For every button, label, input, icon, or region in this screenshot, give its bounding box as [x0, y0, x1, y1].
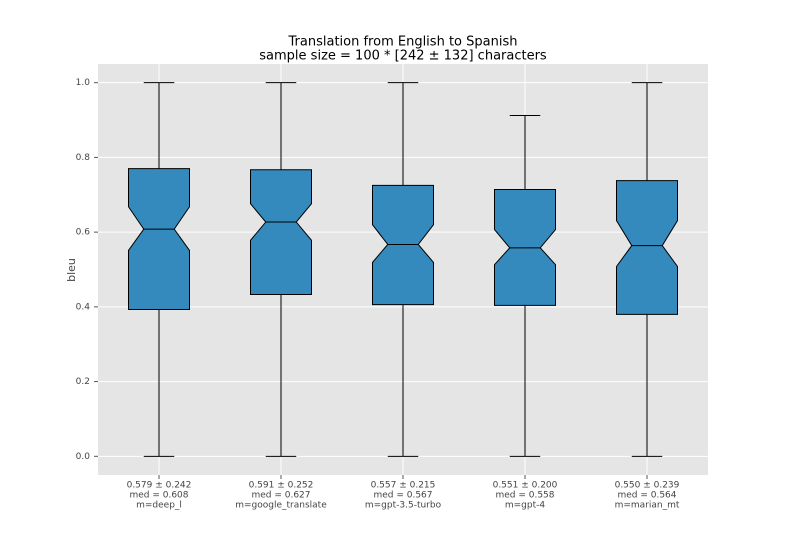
x-tick-label: med = 0.608 [129, 491, 188, 501]
y-tick-label: 0.2 [76, 377, 90, 387]
y-axis-label: bleu [65, 258, 78, 282]
x-tick-label: med = 0.627 [251, 491, 310, 501]
y-tick-label: 1.0 [76, 78, 91, 88]
x-tick-label: 0.591 ± 0.252 [249, 481, 314, 491]
box [372, 184, 434, 306]
x-tick-label: 0.550 ± 0.239 [615, 481, 680, 491]
chart-title: Translation from English to Spanish [288, 35, 518, 50]
x-tick-label: 0.579 ± 0.242 [127, 481, 192, 491]
x-tick-label: med = 0.567 [373, 491, 432, 501]
x-tick-label: m=deep_l [136, 501, 182, 511]
y-tick-label: 0.6 [76, 228, 91, 238]
x-tick-label: 0.551 ± 0.200 [493, 481, 558, 491]
y-tick-label: 0.8 [76, 153, 91, 163]
box [250, 169, 312, 296]
x-tick-label: m=gpt-4 [505, 501, 546, 511]
x-tick-label: m=google_translate [235, 501, 327, 511]
x-tick-label: med = 0.564 [617, 491, 676, 501]
x-tick-label: m=gpt-3.5-turbo [365, 501, 442, 511]
x-tick-label: 0.557 ± 0.215 [371, 481, 436, 491]
box [616, 180, 678, 315]
x-tick-label: med = 0.558 [495, 491, 554, 501]
x-tick-label: m=marian_mt [615, 501, 680, 511]
y-tick-label: 0.0 [76, 452, 91, 462]
chart-subtitle: sample size = 100 * [242 ± 132] characte… [259, 49, 547, 64]
y-tick-label: 0.4 [76, 302, 91, 312]
box [128, 168, 190, 310]
